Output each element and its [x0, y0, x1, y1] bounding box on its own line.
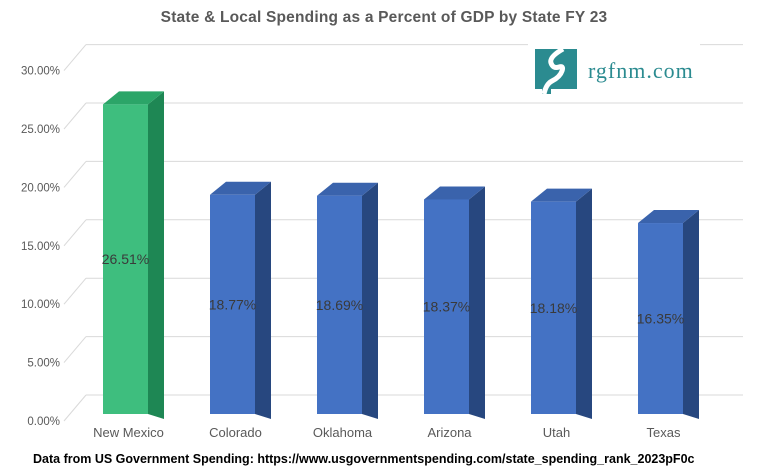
- x-category-label: New Mexico: [93, 425, 164, 440]
- bar-side-new-mexico: [148, 91, 164, 420]
- chart-title: State & Local Spending as a Percent of G…: [160, 9, 608, 26]
- bar-arizona: [424, 199, 469, 414]
- bar-colorado: [210, 194, 255, 414]
- bar-side-texas: [683, 210, 699, 419]
- x-category-label: Utah: [543, 425, 570, 440]
- logo-text: rgfnm.com: [588, 58, 694, 83]
- y-tick-label: 20.00%: [21, 182, 60, 194]
- bar-new-mexico: [103, 104, 148, 415]
- bar-side-colorado: [255, 181, 271, 419]
- y-tick-label: 10.00%: [21, 299, 60, 311]
- bar-top-arizona: [424, 186, 485, 200]
- bar-value-label: 26.51%: [102, 251, 149, 267]
- y-tick-connector: [63, 219, 87, 247]
- y-tick-label: 25.00%: [21, 124, 60, 136]
- bar-top-oklahoma: [317, 182, 378, 196]
- rgfnm-new-mexico-icon: [535, 47, 577, 95]
- x-category-label: Oklahoma: [313, 425, 373, 440]
- y-tick-label: 30.00%: [21, 66, 60, 78]
- x-category-label: Arizona: [427, 425, 472, 440]
- bar-texas: [638, 223, 683, 414]
- y-tick-connector: [63, 336, 87, 363]
- bar-top-colorado: [210, 181, 271, 195]
- bar-value-label: 18.77%: [209, 296, 256, 312]
- bar-top-utah: [531, 188, 592, 202]
- source-note: Data from US Government Spending: https:…: [33, 452, 695, 466]
- y-tick-connector: [63, 102, 87, 130]
- y-tick-label: 5.00%: [27, 358, 60, 370]
- bar-utah: [531, 201, 576, 414]
- bar-value-label: 18.37%: [423, 299, 470, 315]
- bar-value-label: 18.18%: [530, 300, 577, 316]
- y-tick-connector: [63, 277, 87, 305]
- y-tick-label: 15.00%: [21, 241, 60, 253]
- bar-value-label: 18.69%: [316, 297, 363, 313]
- bar-top-texas: [638, 210, 699, 224]
- x-category-label: Texas: [647, 425, 681, 440]
- bar-side-utah: [576, 188, 592, 419]
- y-tick-connector: [63, 161, 87, 188]
- y-tick-connector: [63, 394, 87, 422]
- bar-side-arizona: [469, 186, 485, 419]
- y-tick-connector: [63, 44, 87, 71]
- bar-side-oklahoma: [362, 182, 378, 419]
- x-category-label: Colorado: [209, 425, 262, 440]
- bar-top-new-mexico: [103, 91, 164, 105]
- logo: rgfnm.com: [528, 40, 700, 102]
- y-tick-label: 0.00%: [27, 416, 60, 428]
- bar-oklahoma: [317, 195, 362, 414]
- bar-value-label: 16.35%: [637, 311, 684, 327]
